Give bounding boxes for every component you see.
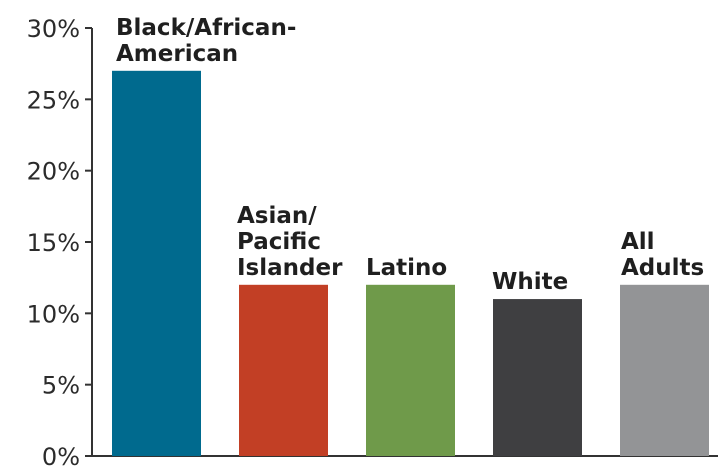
bar-asian-pacific-islander xyxy=(239,284,328,456)
y-tick-label: 5% xyxy=(42,372,80,400)
bar-category-label-line: Latino xyxy=(366,255,447,281)
bar-white xyxy=(493,299,582,456)
bar-all-adults xyxy=(620,284,709,456)
bars xyxy=(112,70,709,457)
y-axis-ticks: 0% 5% 10% 15% 20% 25% 30% xyxy=(27,15,92,471)
bar-latino xyxy=(366,284,455,456)
bar-category-label-line: Adults xyxy=(621,255,704,281)
bar-category-label: White xyxy=(492,269,568,295)
bar-category-label: All Adults xyxy=(621,229,704,281)
y-tick-label: 0% xyxy=(42,443,80,471)
y-tick-label: 30% xyxy=(27,15,80,43)
bar-category-label: Latino xyxy=(366,255,447,281)
bar-category-label-line: Islander xyxy=(237,255,343,281)
y-tick-label: 15% xyxy=(27,229,80,257)
y-tick-label: 10% xyxy=(27,300,80,328)
bar-category-label-line: All xyxy=(621,229,655,255)
bar-category-label: Black/African-American xyxy=(116,15,296,67)
bar-labels: Black/African-American Asian/Pacific Islan… xyxy=(116,15,704,295)
bar-black-african-american xyxy=(112,70,201,457)
y-tick-label: 20% xyxy=(27,158,80,186)
bar-category-label: Asian/Pacific Islander xyxy=(237,203,343,281)
bar-category-label-line: White xyxy=(492,269,568,295)
bar-category-label-line: Black/African- xyxy=(116,15,296,41)
bar-category-label-line: American xyxy=(116,41,238,67)
bar-category-label-line: Pacific xyxy=(237,229,321,255)
bar-category-label-line: Asian/ xyxy=(237,203,317,229)
y-tick-label: 25% xyxy=(27,86,80,114)
